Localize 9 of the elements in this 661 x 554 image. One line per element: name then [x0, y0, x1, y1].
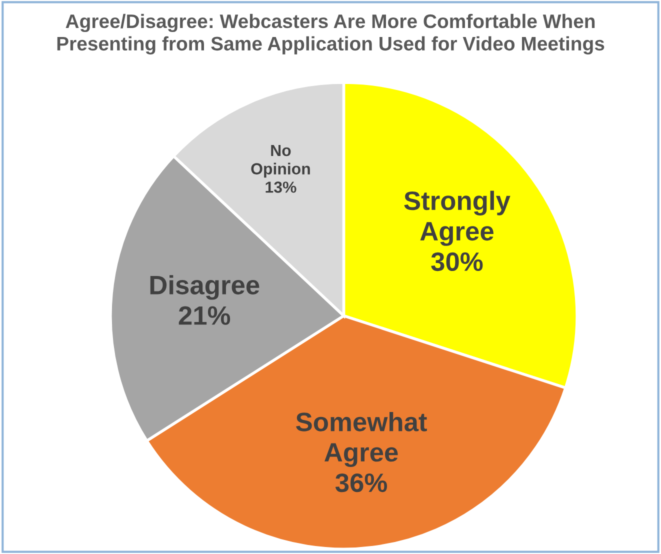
data-label: 13%	[266, 182, 296, 193]
slice-label: Strongly Agree	[404, 190, 510, 246]
data-label: 21%	[178, 306, 230, 325]
slice-label: Somewhat Agree	[296, 412, 427, 468]
slice-label: Disagree	[150, 275, 260, 300]
chart-title: Agree/Disagree: Webcasters Are More Comfortable When Presenting from Same Application Used for Video Meetings	[57, 14, 604, 54]
slice-label: No Opinion	[251, 144, 310, 178]
data-label: 30%	[431, 252, 483, 272]
data-label: 36%	[335, 473, 387, 492]
